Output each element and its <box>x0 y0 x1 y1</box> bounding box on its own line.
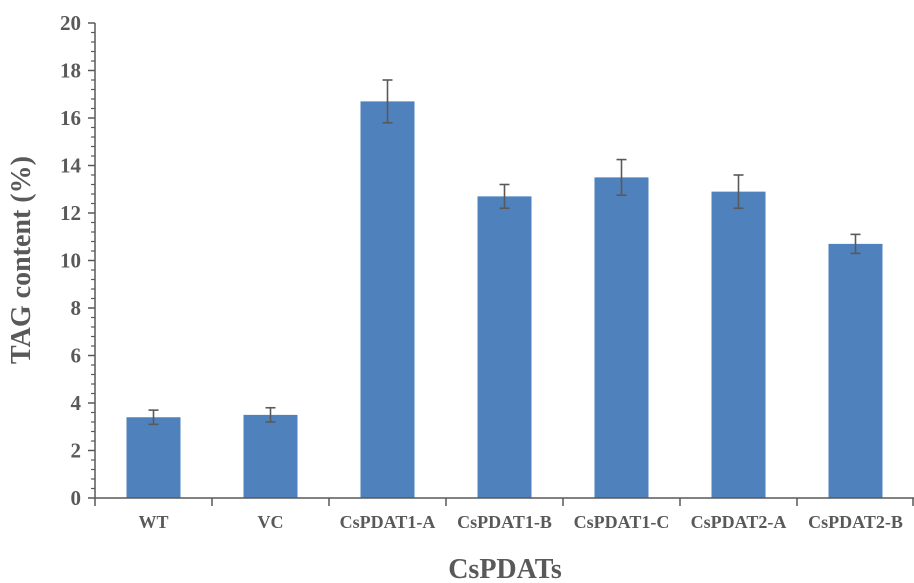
y-tick-label: 6 <box>71 344 82 368</box>
bars-layer <box>126 101 883 498</box>
x-tick-label: CsPDAT1-A <box>340 512 436 532</box>
y-tick-label: 14 <box>60 154 82 178</box>
y-tick-label: 8 <box>71 296 82 320</box>
error-bar-cspdat1-c <box>616 158 627 196</box>
error-bars-layer <box>148 79 861 426</box>
error-bar-cspdat1-a <box>382 79 393 124</box>
y-tick-labels: 0 2 4 6 8 10 12 14 16 18 20 <box>60 11 82 510</box>
y-tick-label: 10 <box>60 249 81 273</box>
bar-cspdat1-b <box>477 196 532 498</box>
error-bar-wt <box>148 409 159 426</box>
bar-cspdat2-b <box>828 243 883 498</box>
bar-vc <box>243 414 298 498</box>
bar-cspdat1-a <box>360 101 415 498</box>
error-bar-cspdat1-b <box>499 183 510 210</box>
y-tick-label: 20 <box>60 11 81 35</box>
x-tick-label: CsPDAT2-A <box>691 512 787 532</box>
x-tick-label: CsPDAT1-B <box>457 512 552 532</box>
y-tick-label: 0 <box>71 486 82 510</box>
x-axis-title: CsPDATs <box>448 554 562 583</box>
axes-layer <box>88 22 914 506</box>
error-bar-cspdat2-b <box>850 233 861 255</box>
x-tick-labels: WT VC CsPDAT1-A CsPDAT1-B CsPDAT1-C CsPDAT2-A… <box>138 512 902 532</box>
bar-cspdat2-a <box>711 191 766 498</box>
y-tick-label: 4 <box>71 391 82 415</box>
bar-cspdat1-c <box>594 177 649 498</box>
bar-wt <box>126 417 181 498</box>
y-tick-label: 18 <box>60 59 81 83</box>
y-tick-label: 12 <box>60 201 81 225</box>
y-tick-label: 2 <box>71 439 82 463</box>
y-tick-label: 16 <box>60 106 81 130</box>
x-tick-label: VC <box>258 512 284 532</box>
x-tick-label: CsPDAT1-C <box>574 512 670 532</box>
error-bar-cspdat2-a <box>733 174 744 210</box>
x-tick-label: CsPDAT2-B <box>808 512 903 532</box>
error-bar-vc <box>265 406 276 423</box>
y-axis-title: TAG content (%) <box>6 156 37 364</box>
x-tick-label: WT <box>138 512 168 532</box>
